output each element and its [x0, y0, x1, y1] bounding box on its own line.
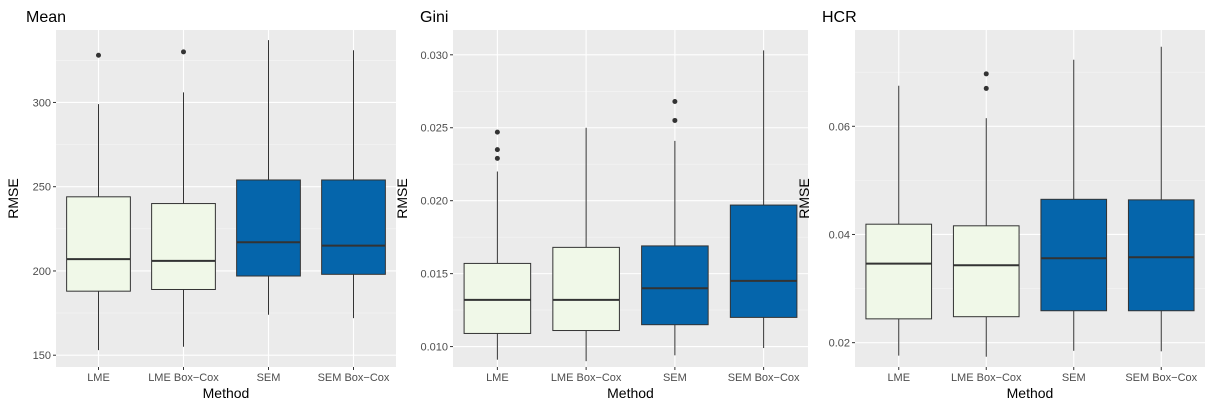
- interquartile-box: [729, 204, 798, 318]
- interquartile-box: [1127, 199, 1195, 312]
- y-tick-label: 0.020: [420, 196, 448, 208]
- y-tick-label: 0.030: [420, 50, 448, 62]
- x-axis-label: Method: [1007, 385, 1054, 401]
- interquartile-box: [66, 196, 131, 292]
- x-tick-label: SEM Box−Cox: [318, 372, 390, 384]
- panel-hcr: 0.02 0.04 0.06 LME LME Box−Cox SEM SEM Box−Cox…: [796, 9, 1205, 401]
- box-sem-box-cox: [729, 50, 798, 349]
- y-tick-label: 0.015: [420, 269, 448, 281]
- y-axis-label: RMSE: [5, 178, 21, 218]
- outlier-point: [494, 129, 500, 135]
- x-tick-label: LME: [87, 372, 110, 384]
- outlier-point: [672, 98, 678, 104]
- outlier-point: [96, 52, 101, 58]
- interquartile-box: [236, 179, 301, 277]
- interquartile-box: [151, 203, 216, 290]
- interquartile-box: [865, 223, 933, 320]
- box-sem: [641, 98, 709, 356]
- outlier-point: [181, 49, 186, 55]
- box-lme: [66, 52, 131, 351]
- y-axis-label: RMSE: [796, 178, 812, 218]
- outlier-point: [983, 85, 989, 91]
- box-lme-box-cox: [151, 49, 216, 347]
- box-lme: [463, 129, 532, 360]
- box-sem: [236, 40, 301, 315]
- y-tick-label: 200: [33, 266, 51, 278]
- y-tick-label: 0.025: [420, 123, 448, 135]
- box-lme: [865, 85, 933, 356]
- x-tick-label: SEM Box−Cox: [728, 372, 800, 384]
- y-tick-label: 0.06: [829, 121, 850, 133]
- outlier-point: [494, 147, 500, 153]
- panel-gini: 0.010 0.015 0.020 0.025 0.030 LME LME Box−Cox S…: [394, 9, 808, 401]
- x-tick-label: LME: [887, 372, 910, 384]
- box-sem-box-cox: [321, 50, 386, 319]
- y-tick-label: 150: [33, 350, 51, 362]
- x-tick-label: SEM: [257, 372, 281, 384]
- outlier-point: [494, 155, 500, 161]
- y-tick-label: 300: [33, 97, 51, 109]
- box-sem-box-cox: [1127, 46, 1195, 352]
- interquartile-box: [641, 245, 709, 326]
- x-axis-label: Method: [607, 385, 654, 401]
- x-tick-label: LME Box−Cox: [951, 372, 1022, 384]
- panel-mean: 150 200 250 300 LME LME Box−Cox SEM SEM Box−Cox…: [5, 9, 396, 401]
- y-tick-label: 0.04: [829, 229, 850, 241]
- panel-title: Mean: [26, 9, 66, 26]
- interquartile-box: [1040, 198, 1108, 312]
- x-tick-label: LME: [486, 372, 509, 384]
- y-tick-label: 0.010: [420, 342, 448, 354]
- box-lme-box-cox: [952, 71, 1020, 357]
- interquartile-box: [321, 179, 386, 275]
- interquartile-box: [463, 262, 532, 334]
- interquartile-box: [952, 225, 1020, 318]
- x-tick-label: SEM: [1062, 372, 1086, 384]
- outlier-point: [983, 71, 989, 77]
- interquartile-box: [552, 246, 620, 332]
- panel-title: Gini: [420, 9, 448, 26]
- box-lme-box-cox: [552, 127, 620, 362]
- x-tick-label: SEM Box−Cox: [1125, 372, 1197, 384]
- panel-title: HCR: [822, 9, 857, 26]
- y-tick-label: 0.02: [829, 338, 850, 350]
- x-tick-label: LME Box−Cox: [148, 372, 219, 384]
- box-sem: [1040, 59, 1108, 351]
- x-tick-label: SEM: [663, 372, 687, 384]
- x-tick-label: LME Box−Cox: [551, 372, 622, 384]
- y-tick-label: 250: [33, 182, 51, 194]
- x-axis-label: Method: [203, 385, 250, 401]
- y-axis-label: RMSE: [394, 178, 410, 218]
- outlier-point: [672, 117, 678, 123]
